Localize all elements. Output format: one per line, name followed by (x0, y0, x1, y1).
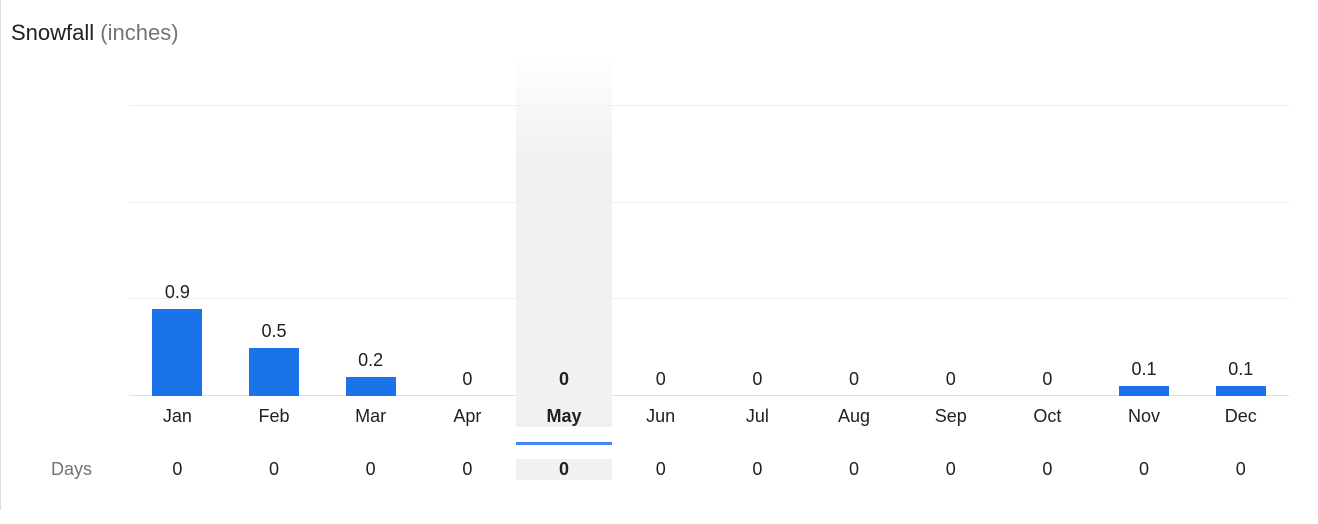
days-section: Days 000000000000 (11, 459, 1318, 480)
days-value: 0 (612, 459, 709, 480)
days-row: 000000000000 (129, 459, 1289, 480)
bar (152, 309, 202, 396)
value-label: 0 (999, 369, 1096, 390)
chart-column-nov[interactable]: 0.1 (1096, 106, 1193, 396)
bar (249, 348, 299, 396)
chart-column-jul[interactable]: 0 (709, 106, 806, 396)
snowfall-card: Snowfall (inches) 0.90.50.200000000.10.1… (0, 0, 1318, 510)
days-value: 0 (709, 459, 806, 480)
value-label: 0 (806, 369, 903, 390)
month-label-dec[interactable]: Dec (1192, 396, 1289, 427)
chart-column-oct[interactable]: 0 (999, 106, 1096, 396)
month-label-aug[interactable]: Aug (806, 396, 903, 427)
chart-column-feb[interactable]: 0.5 (226, 106, 323, 396)
month-label-may[interactable]: May (516, 396, 613, 427)
days-value: 0 (1096, 459, 1193, 480)
month-label-sep[interactable]: Sep (902, 396, 999, 427)
chart-column-aug[interactable]: 0 (806, 106, 903, 396)
month-label-jul[interactable]: Jul (709, 396, 806, 427)
month-label-oct[interactable]: Oct (999, 396, 1096, 427)
days-value: 0 (129, 459, 226, 480)
days-value: 0 (419, 459, 516, 480)
month-label-mar[interactable]: Mar (322, 396, 419, 427)
chart-column-jan[interactable]: 0.9 (129, 106, 226, 396)
chart-column-may[interactable]: 0 (516, 106, 613, 396)
card-title: Snowfall (inches) (11, 20, 1318, 46)
days-value: 0 (806, 459, 903, 480)
title-unit: (inches) (100, 20, 178, 45)
value-label: 0.1 (1096, 359, 1193, 380)
value-label: 0 (709, 369, 806, 390)
month-label-jun[interactable]: Jun (612, 396, 709, 427)
value-label: 0 (516, 369, 613, 390)
bar (1119, 386, 1169, 396)
chart-column-sep[interactable]: 0 (902, 106, 999, 396)
days-value: 0 (516, 459, 613, 480)
highlight-underline (516, 442, 613, 445)
chart-column-apr[interactable]: 0 (419, 106, 516, 396)
month-label-nov[interactable]: Nov (1096, 396, 1193, 427)
chart-area: 0.90.50.200000000.10.1 (129, 106, 1289, 396)
value-label: 0.9 (129, 282, 226, 303)
month-label-apr[interactable]: Apr (419, 396, 516, 427)
chart-column-mar[interactable]: 0.2 (322, 106, 419, 396)
chart-column-dec[interactable]: 0.1 (1192, 106, 1289, 396)
highlight-background (516, 56, 613, 396)
days-value: 0 (1192, 459, 1289, 480)
days-value: 0 (226, 459, 323, 480)
bar (1216, 386, 1266, 396)
title-metric: Snowfall (11, 20, 94, 45)
value-label: 0.2 (322, 350, 419, 371)
days-value: 0 (322, 459, 419, 480)
days-value: 0 (902, 459, 999, 480)
bar-plot: 0.90.50.200000000.10.1 (129, 106, 1289, 396)
days-value: 0 (999, 459, 1096, 480)
month-label-feb[interactable]: Feb (226, 396, 323, 427)
bar (346, 377, 396, 396)
value-label: 0 (419, 369, 516, 390)
bar-columns: 0.90.50.200000000.10.1 (129, 106, 1289, 396)
value-label: 0 (612, 369, 709, 390)
value-label: 0.1 (1192, 359, 1289, 380)
value-label: 0 (902, 369, 999, 390)
days-label: Days (51, 459, 92, 480)
month-axis: JanFebMarAprMayJunJulAugSepOctNovDec (129, 396, 1289, 427)
month-label-jan[interactable]: Jan (129, 396, 226, 427)
chart-column-jun[interactable]: 0 (612, 106, 709, 396)
value-label: 0.5 (226, 321, 323, 342)
